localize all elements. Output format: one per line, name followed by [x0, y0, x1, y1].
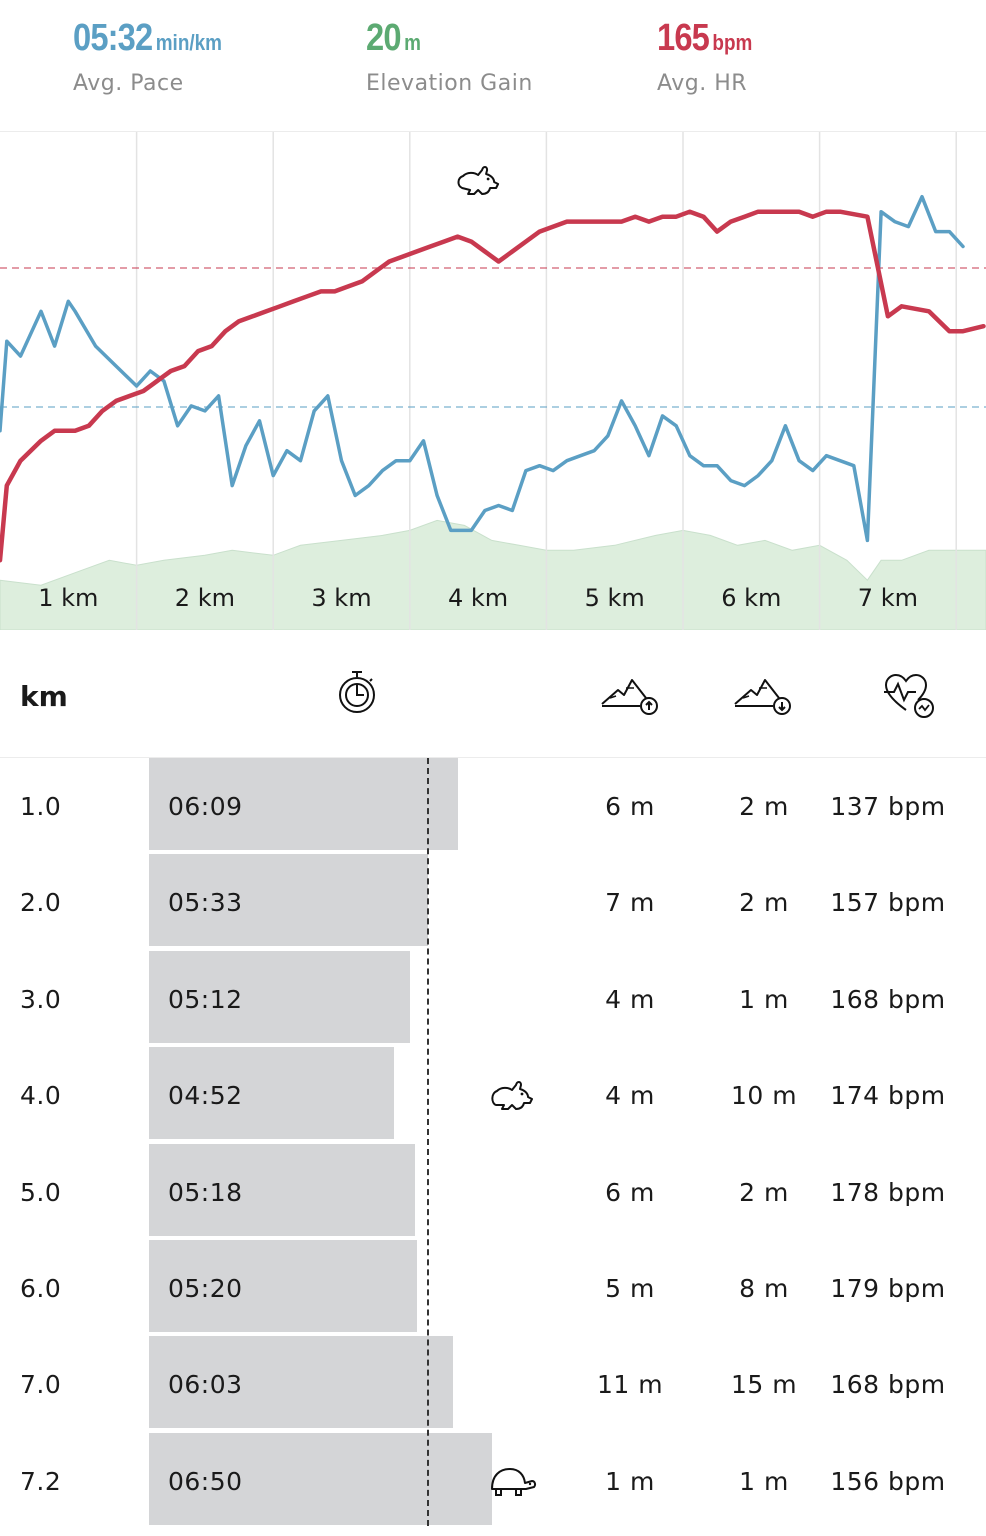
ascent-icon [601, 679, 658, 715]
table-row[interactable]: 3.0 05:12 4 m 1 m 168 bpm [0, 950, 986, 1047]
pace-bar [149, 1047, 394, 1140]
table-row[interactable]: 7.0 06:03 11 m 15 m 168 bpm [0, 1336, 986, 1432]
table-row[interactable]: 2.0 05:33 7 m 2 m 157 bpm [0, 854, 986, 950]
split-pace: 06:09 [168, 792, 243, 821]
average-pace-line [427, 758, 429, 1526]
pace-bar [149, 950, 410, 1043]
split-ascent: 4 m [605, 1081, 655, 1111]
avg-pace-label: Avg. Pace [73, 71, 184, 96]
split-ascent: 11 m [596, 1370, 664, 1400]
table-row[interactable]: 6.0 05:20 5 m 8 m 179 bpm [0, 1240, 986, 1336]
turtle-icon [488, 1461, 538, 1505]
pace-bar [149, 1143, 415, 1236]
split-ascent: 7 m [605, 888, 655, 918]
heart-rate-icon [884, 673, 934, 718]
x-tick-label: 1 km [38, 584, 98, 612]
split-ascent: 6 m [605, 1177, 655, 1207]
x-tick-label: 3 km [311, 584, 371, 612]
split-descent: 15 m [730, 1370, 798, 1400]
split-pace: 04:52 [168, 1081, 243, 1111]
summary-header: 05:32 min/km Avg. Pace 20 m Elevation Gain… [0, 0, 986, 132]
table-row[interactable]: 4.0 04:52 4 m 10 m 174 bpm [0, 1047, 986, 1143]
split-pace: 05:12 [168, 984, 243, 1014]
pace-bar [149, 758, 458, 850]
split-ascent: 4 m [605, 984, 655, 1014]
stopwatch-icon [339, 671, 375, 713]
split-descent: 2 m [739, 1177, 789, 1207]
elevation-gain-stat: 20 m Elevation Gain [366, 14, 533, 96]
split-descent: 10 m [730, 1081, 798, 1111]
split-km: 3.0 [20, 984, 62, 1014]
split-pace: 06:03 [168, 1370, 243, 1400]
split-ascent: 5 m [605, 1274, 655, 1303]
split-descent: 1 m [739, 984, 789, 1014]
x-tick-label: 4 km [448, 584, 508, 612]
split-km: 2.0 [20, 888, 62, 918]
split-km: 5.0 [20, 1177, 62, 1207]
x-tick-label: 6 km [721, 584, 781, 612]
avg-hr-label: Avg. HR [657, 71, 748, 96]
avg-hr-value-row: 165 bpm [657, 14, 752, 67]
split-heart-rate: 179 bpm [830, 1274, 946, 1303]
pace-bar [149, 1336, 453, 1429]
avg-hr-value: 165 [657, 17, 710, 59]
elevation-gain-value-row: 20 m [366, 14, 509, 67]
split-heart-rate: 156 bpm [830, 1466, 946, 1496]
run-chart-svg: 1 km 2 km 3 km 4 km 5 km 6 km 7 km [0, 132, 986, 630]
rabbit-icon [457, 166, 500, 195]
run-chart[interactable]: 1 km 2 km 3 km 4 km 5 km 6 km 7 km [0, 132, 986, 630]
split-ascent: 1 m [605, 1466, 655, 1496]
table-row[interactable]: 5.0 05:18 6 m 2 m 178 bpm [0, 1143, 986, 1240]
rabbit-icon [488, 1075, 538, 1119]
splits-table-header: km [0, 630, 986, 758]
split-heart-rate: 168 bpm [830, 1370, 946, 1400]
split-pace: 05:20 [168, 1274, 243, 1303]
split-ascent: 6 m [605, 792, 655, 821]
avg-pace-stat: 05:32 min/km Avg. Pace [73, 14, 246, 96]
x-tick-label: 7 km [858, 584, 918, 612]
pace-bar [149, 854, 428, 947]
split-descent: 2 m [739, 792, 789, 821]
table-row[interactable]: 7.2 06:50 1 m 1 m 156 bpm [0, 1432, 986, 1529]
split-pace: 05:33 [168, 888, 243, 918]
table-row[interactable]: 1.0 06:09 6 m 2 m 137 bpm [0, 758, 986, 854]
pace-line [0, 194, 965, 543]
split-descent: 2 m [739, 888, 789, 918]
pace-bar [149, 1432, 492, 1525]
avg-pace-unit: min/km [155, 30, 222, 55]
x-tick-label: 2 km [175, 584, 235, 612]
split-heart-rate: 137 bpm [830, 792, 946, 821]
pace-bar [149, 1240, 417, 1332]
elevation-gain-value: 20 [366, 17, 402, 59]
split-heart-rate: 178 bpm [830, 1177, 946, 1207]
km-column-header: km [20, 680, 68, 713]
split-km: 1.0 [20, 792, 62, 821]
split-pace: 06:50 [168, 1466, 243, 1496]
split-descent: 1 m [739, 1466, 789, 1496]
split-heart-rate: 174 bpm [830, 1081, 946, 1111]
split-heart-rate: 157 bpm [830, 888, 946, 918]
avg-hr-unit: bpm [712, 30, 753, 55]
split-km: 7.0 [20, 1370, 62, 1400]
heart-rate-line [0, 209, 986, 563]
split-pace: 05:18 [168, 1177, 243, 1207]
avg-hr-stat: 165 bpm Avg. HR [657, 14, 768, 96]
split-km: 7.2 [20, 1466, 62, 1496]
split-descent: 8 m [739, 1274, 789, 1303]
split-km: 4.0 [20, 1081, 62, 1111]
split-km: 6.0 [20, 1274, 62, 1303]
avg-pace-value-row: 05:32 min/km [73, 14, 222, 67]
elevation-gain-label: Elevation Gain [366, 71, 533, 96]
elevation-gain-unit: m [404, 30, 421, 55]
elevation-area [0, 519, 986, 630]
avg-pace-value: 05:32 [73, 17, 153, 59]
descent-icon [734, 679, 791, 715]
x-tick-label: 5 km [585, 584, 645, 612]
split-heart-rate: 168 bpm [830, 984, 946, 1014]
